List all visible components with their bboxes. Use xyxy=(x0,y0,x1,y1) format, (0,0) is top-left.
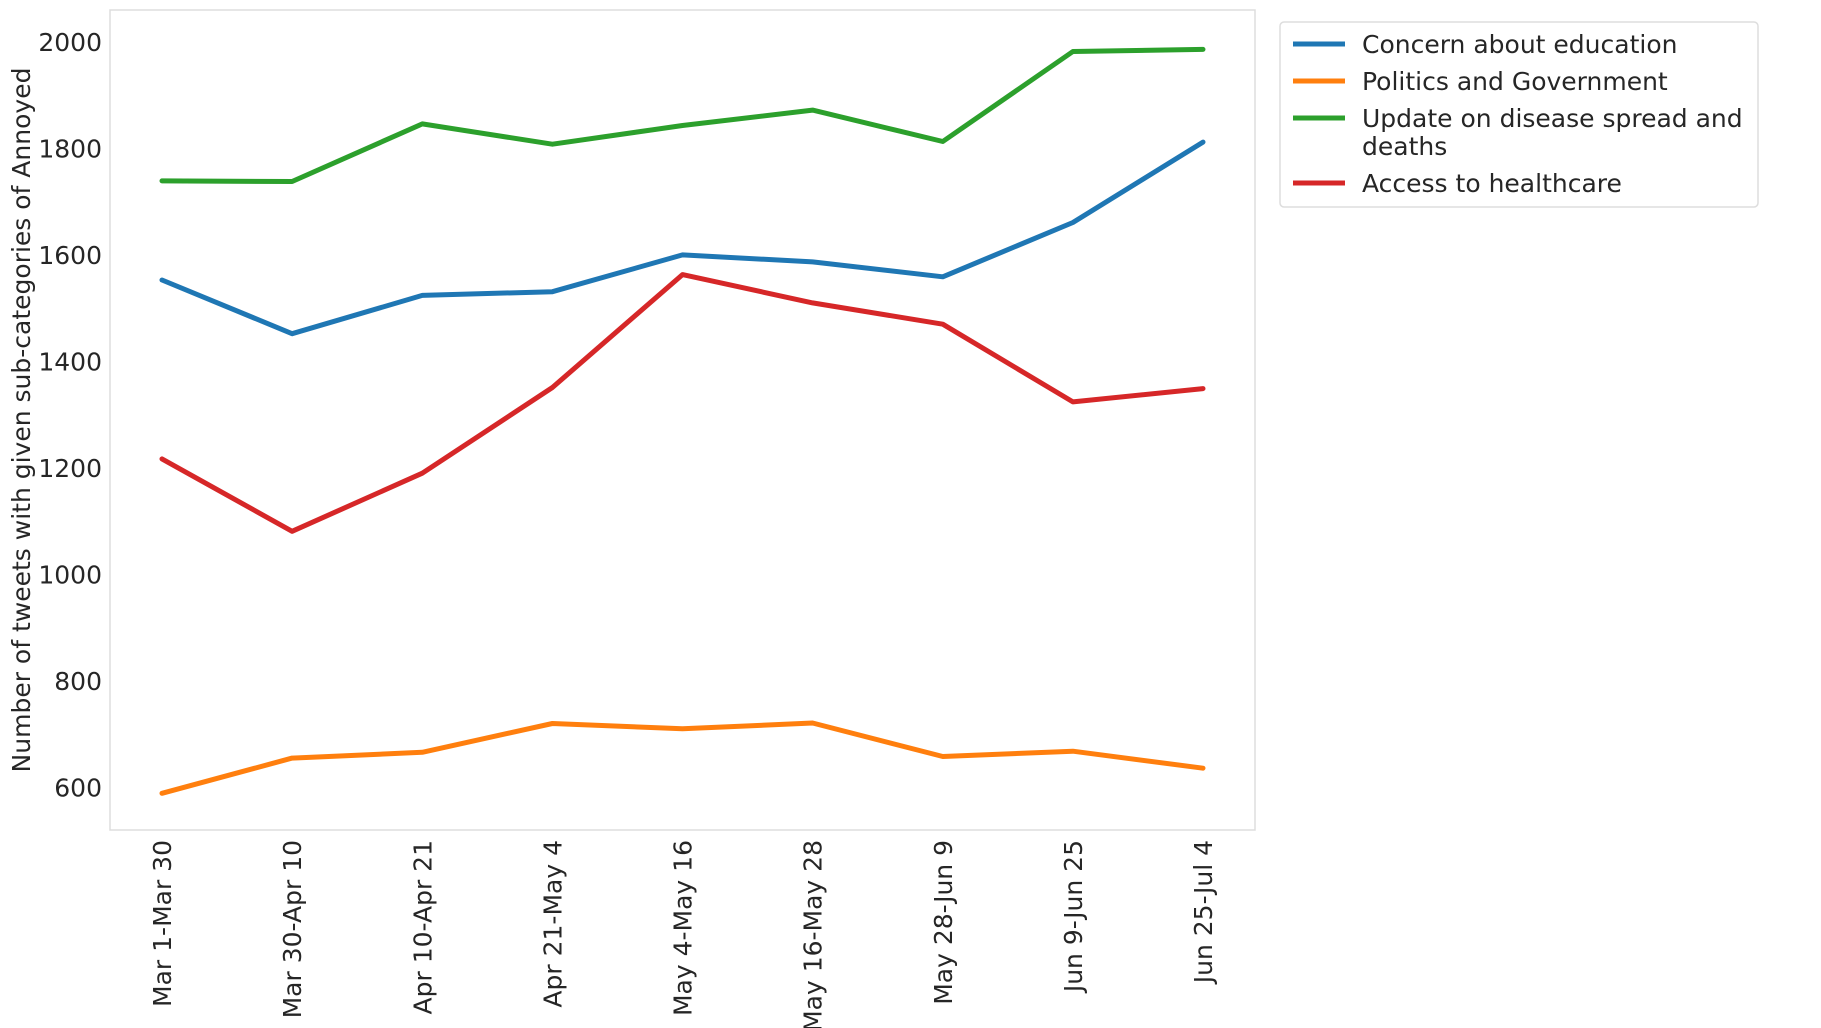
legend-label: Concern about education xyxy=(1362,30,1677,59)
y-tick-label: 800 xyxy=(54,667,102,696)
x-tick-label: May 4-May 16 xyxy=(669,840,698,1016)
legend-label: Politics and Government xyxy=(1362,67,1668,96)
x-axis-ticks: Mar 1-Mar 30 Mar 30-Apr 10 Apr 10-Apr 21 Ap… xyxy=(148,840,1218,1028)
y-tick-label: 2000 xyxy=(38,28,102,57)
x-tick-label: May 28-Jun 9 xyxy=(929,840,958,1005)
legend: Concern about education Politics and Gove… xyxy=(1279,21,1759,208)
series-line xyxy=(159,139,1206,337)
series-line xyxy=(159,46,1206,184)
x-tick-label: May 16-May 28 xyxy=(799,840,828,1028)
y-tick-label: 1000 xyxy=(38,560,102,589)
x-tick-label: Apr 21-May 4 xyxy=(538,840,567,1008)
y-tick-label: 1800 xyxy=(38,134,102,163)
y-axis-title: Number of tweets with given sub-categori… xyxy=(7,68,36,773)
legend-frame xyxy=(1279,21,1759,208)
series-line xyxy=(159,272,1206,534)
x-tick-label: Mar 30-Apr 10 xyxy=(278,840,307,1018)
y-tick-label: 1600 xyxy=(38,241,102,270)
x-tick-label: Jun 25-Jul 4 xyxy=(1189,840,1218,985)
legend-label: Update on disease spread and deaths xyxy=(1362,104,1743,161)
y-tick-label: 1200 xyxy=(38,454,102,483)
y-tick-label: 600 xyxy=(54,773,102,802)
plot-frame xyxy=(109,9,1256,831)
x-tick-label: Apr 10-Apr 21 xyxy=(408,840,437,1015)
y-tick-label: 1400 xyxy=(38,347,102,376)
legend-items: Concern about education Politics and Gove… xyxy=(1293,30,1743,198)
legend-label: Access to healthcare xyxy=(1362,169,1622,198)
series-lines xyxy=(159,46,1206,796)
series-line xyxy=(159,720,1206,796)
x-tick-label: Mar 1-Mar 30 xyxy=(148,840,177,1007)
x-tick-label: Jun 9-Jun 25 xyxy=(1059,840,1088,994)
y-axis-ticks: 600 800 1000 1200 1400 1600 1800 2000 xyxy=(38,28,102,802)
